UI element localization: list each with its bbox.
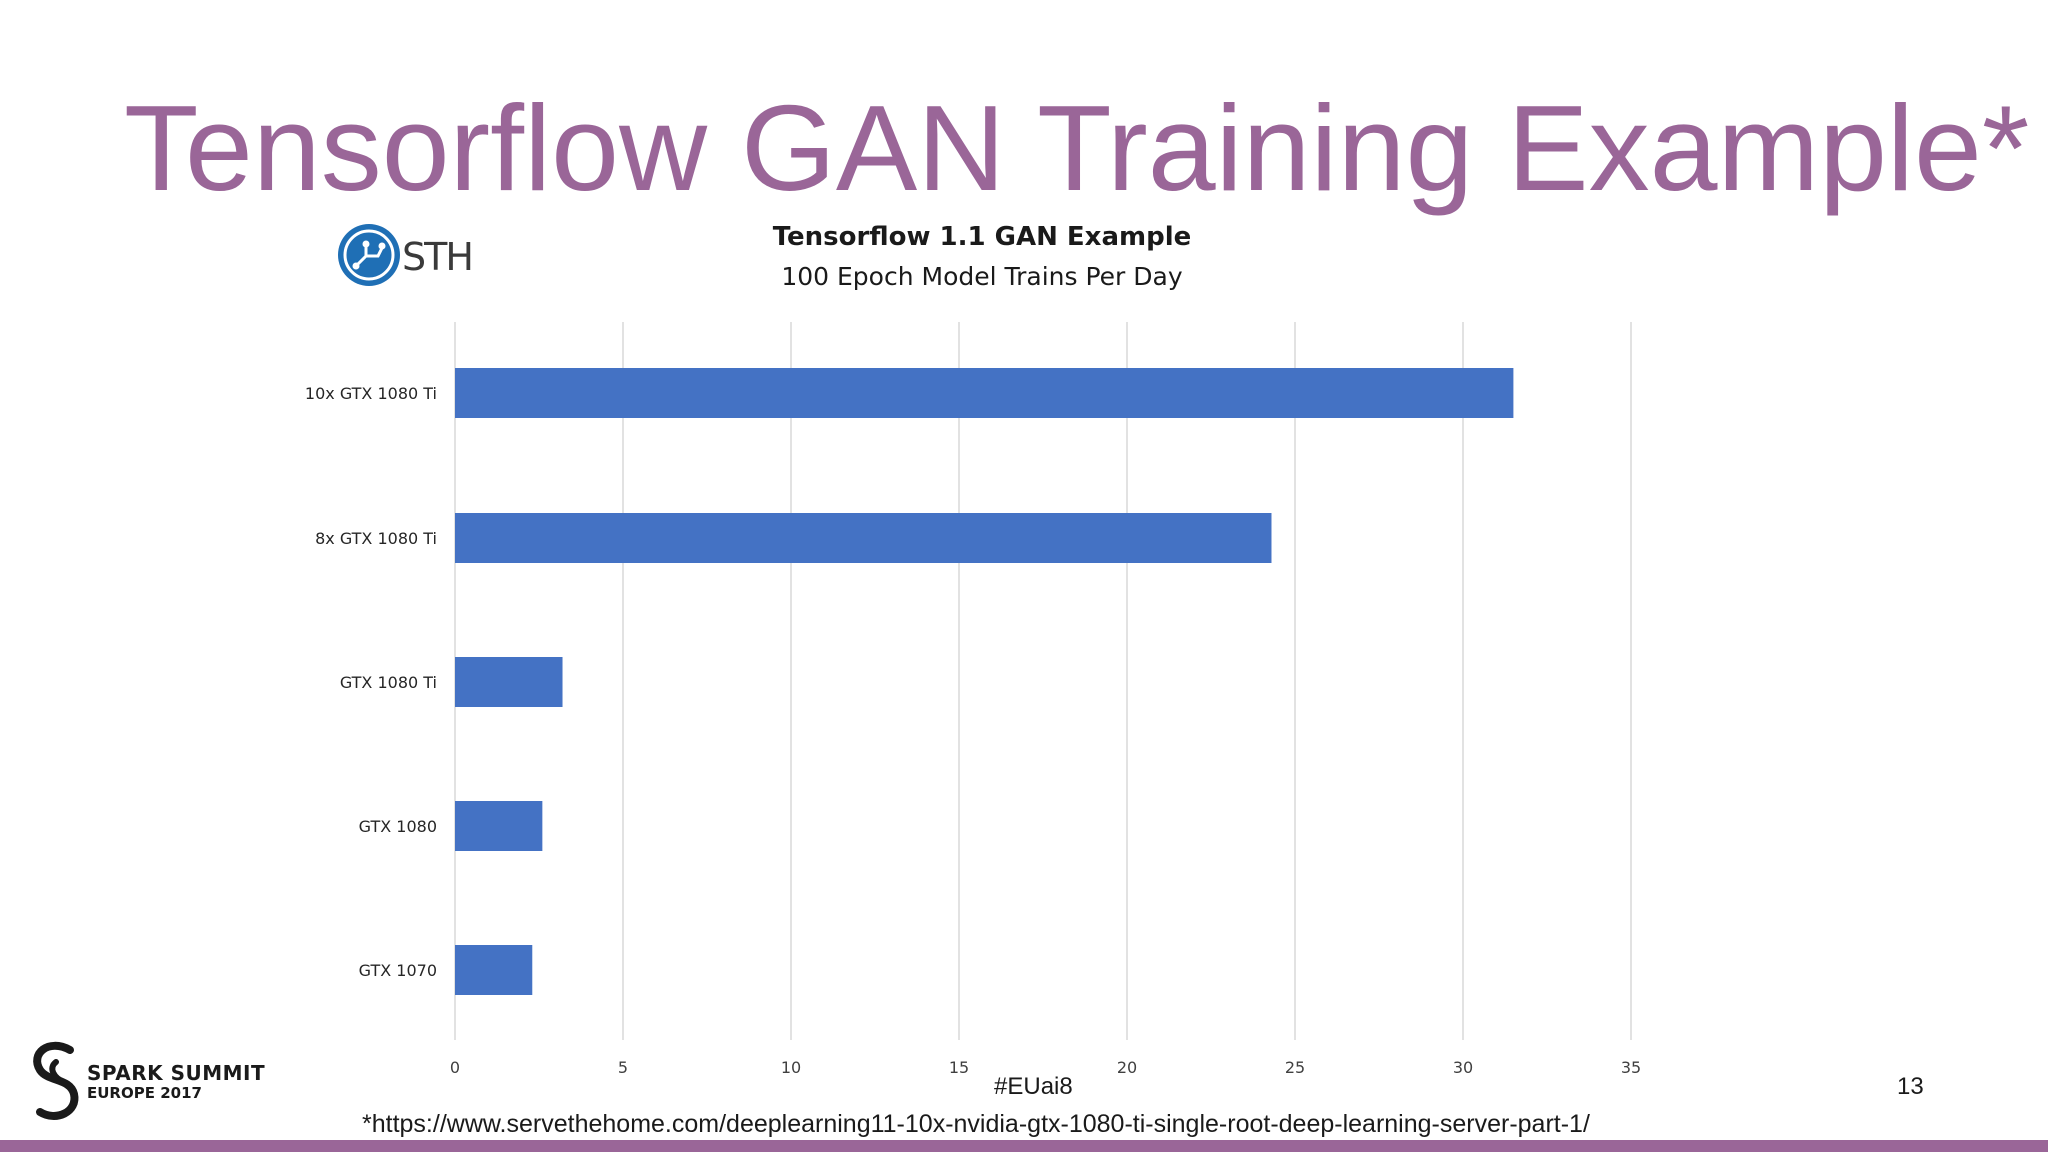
category-label: GTX 1080 Ti xyxy=(340,673,437,692)
x-tick-label: 5 xyxy=(618,1058,628,1077)
category-labels: 10x GTX 1080 Ti 8x GTX 1080 Ti GTX 1080 Ti… xyxy=(305,384,437,980)
slide-title: Tensorflow GAN Training Example* xyxy=(124,80,2030,216)
category-label: 10x GTX 1080 Ti xyxy=(305,384,437,403)
spark-summit-subtitle: EUROPE 2017 xyxy=(87,1084,202,1102)
x-tick-label: 25 xyxy=(1285,1058,1305,1077)
bottom-accent-bar xyxy=(0,1140,2048,1152)
x-tick-labels: 0 5 10 15 20 25 30 35 xyxy=(450,1058,1641,1077)
chart-title: Tensorflow 1.1 GAN Example xyxy=(772,222,1192,252)
category-label: GTX 1080 xyxy=(359,817,437,836)
bar xyxy=(455,657,563,707)
bar xyxy=(455,368,1514,418)
sth-logo: STH xyxy=(338,224,474,286)
bar xyxy=(455,513,1272,563)
hashtag: #EUai8 xyxy=(994,1073,1073,1100)
bars xyxy=(455,368,1514,995)
x-tick-label: 0 xyxy=(450,1058,460,1077)
category-label: 8x GTX 1080 Ti xyxy=(315,529,437,548)
page-number: 13 xyxy=(1897,1073,1924,1100)
bar xyxy=(455,945,533,995)
x-tick-label: 20 xyxy=(1117,1058,1137,1077)
category-label: GTX 1070 xyxy=(359,961,437,980)
bar xyxy=(455,801,543,851)
source-link[interactable]: *https://www.servethehome.com/deeplearni… xyxy=(362,1110,1590,1138)
spark-summit-logo-icon xyxy=(33,1041,79,1120)
x-tick-label: 35 xyxy=(1621,1058,1641,1077)
x-tick-label: 10 xyxy=(781,1058,801,1077)
sth-logo-text: STH xyxy=(402,235,472,279)
x-tick-label: 30 xyxy=(1453,1058,1473,1077)
x-tick-label: 15 xyxy=(949,1058,969,1077)
spark-summit-name: SPARK SUMMIT xyxy=(87,1061,266,1085)
bar-chart: 10x GTX 1080 Ti 8x GTX 1080 Ti GTX 1080 Ti… xyxy=(305,322,1641,1077)
chart-subtitle: 100 Epoch Model Trains Per Day xyxy=(781,262,1183,291)
gridlines xyxy=(454,322,1632,1040)
